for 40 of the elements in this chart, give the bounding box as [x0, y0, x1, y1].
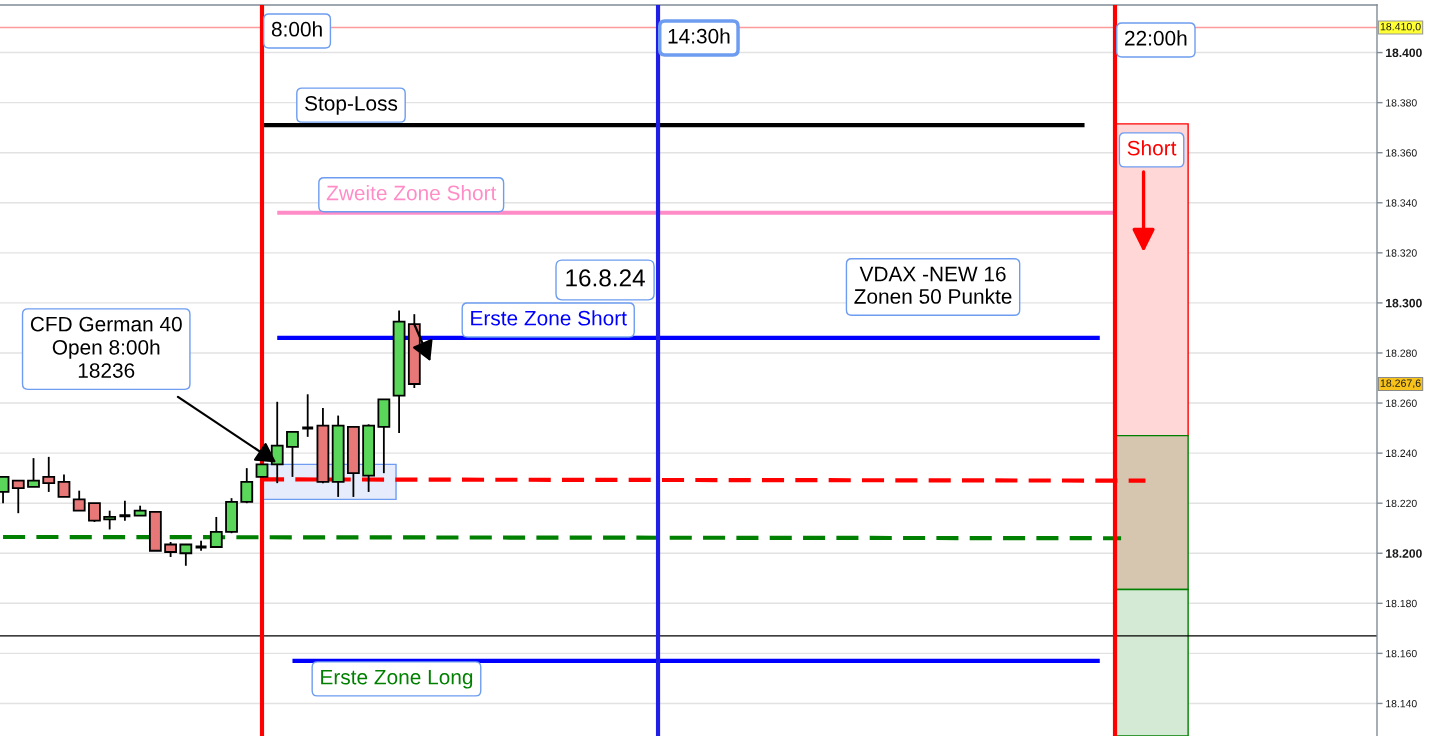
y-tick-label: 18.280: [1386, 349, 1417, 357]
candlestick: [27, 457, 40, 488]
candlestick: [11, 479, 25, 515]
series-label: Short: [1127, 140, 1177, 156]
y-tick-label: 18.220: [1386, 499, 1417, 508]
candlestick: [179, 543, 193, 567]
y-tick-label: 18.320: [1386, 249, 1417, 257]
candlestick: [42, 455, 56, 493]
series-label: Zweite Zone Short: [326, 185, 497, 201]
candlestick: [103, 509, 117, 531]
ref-line-label: 14:30h: [668, 28, 730, 44]
candlestick: [88, 502, 101, 523]
ref-line-label: 8:00h: [271, 21, 322, 37]
y-tick-label: 18.140: [1386, 699, 1417, 708]
candlestick: [286, 430, 299, 478]
y-tick-label: 18.340: [1386, 199, 1417, 207]
annotation: CFD German 40 Open 8:00h 18236: [30, 316, 182, 378]
y-tick-label: 18.240: [1386, 449, 1417, 457]
text: 18.267,6: [1380, 379, 1421, 389]
candlestick: [300, 393, 315, 438]
y-tick-label: 18.200: [1386, 549, 1422, 558]
series-label: Erste Zone Long: [321, 669, 473, 689]
annotation: VDAX -NEW 16 Zonen 50 Punkte: [854, 266, 1012, 304]
y-tick-label: 18.180: [1386, 599, 1417, 608]
y-tick-label: 18.160: [1386, 649, 1417, 658]
candlestick: [57, 473, 71, 498]
y-tick-label: 18.400: [1386, 48, 1422, 58]
series-label: Stop-Loss: [305, 96, 398, 115]
ref-line-label: 22:00h: [1125, 30, 1187, 46]
candlestick: [72, 489, 86, 512]
candlestick: [240, 467, 254, 505]
candlestick: [117, 499, 132, 522]
ref-line-label: 18.410,0: [1380, 22, 1421, 32]
annotation: 16.8.24: [566, 269, 645, 287]
y-tick-label: 18.260: [1386, 399, 1417, 407]
y-tick-label: 18.380: [1386, 99, 1417, 107]
y-tick-label: 18.360: [1386, 149, 1417, 157]
y-tick-label: 18.300: [1386, 298, 1422, 308]
candlestick: [209, 516, 223, 548]
series-label: Erste Zone Short: [471, 310, 627, 326]
